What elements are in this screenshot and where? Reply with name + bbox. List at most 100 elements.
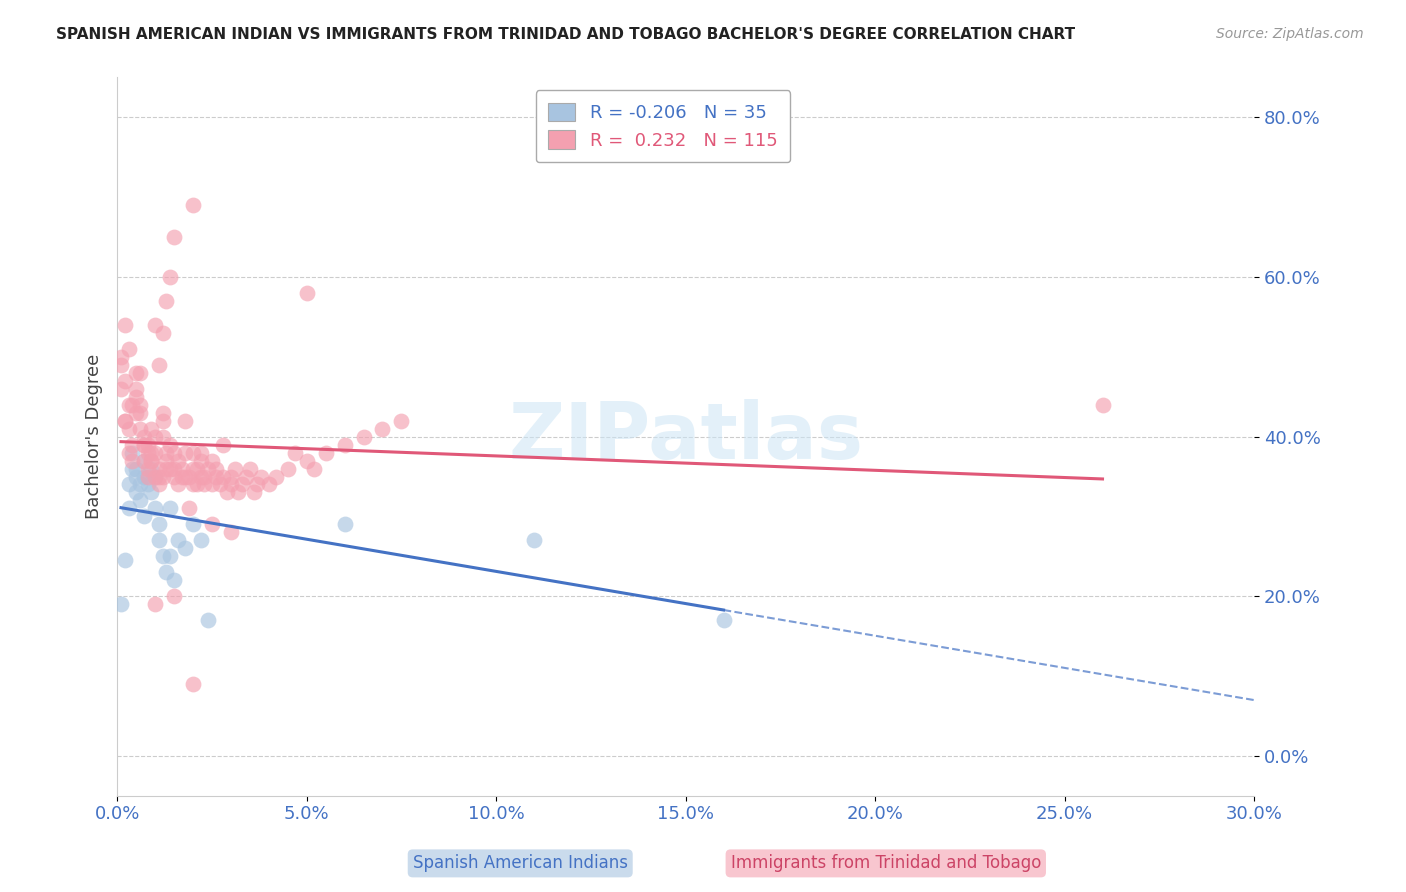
- Point: [246, 477, 269, 491]
- Point: [242, 485, 264, 500]
- Point: [204, 469, 226, 483]
- Point: [174, 414, 197, 428]
- Point: [110, 382, 132, 396]
- Point: [304, 461, 326, 475]
- Point: [212, 437, 235, 451]
- Point: [117, 501, 139, 516]
- Text: SPANISH AMERICAN INDIAN VS IMMIGRANTS FROM TRINIDAD AND TOBAGO BACHELOR'S DEGREE: SPANISH AMERICAN INDIAN VS IMMIGRANTS FR…: [56, 27, 1076, 42]
- Point: [174, 541, 197, 556]
- Point: [143, 501, 166, 516]
- Point: [155, 453, 177, 467]
- Point: [204, 461, 226, 475]
- Point: [155, 445, 177, 459]
- Point: [141, 445, 163, 459]
- Point: [219, 469, 242, 483]
- Point: [125, 406, 148, 420]
- Point: [121, 437, 143, 451]
- Point: [125, 469, 148, 483]
- Text: Source: ZipAtlas.com: Source: ZipAtlas.com: [1216, 27, 1364, 41]
- Point: [166, 533, 188, 548]
- Point: [224, 461, 246, 475]
- Point: [110, 350, 132, 364]
- Point: [136, 437, 159, 451]
- Point: [152, 429, 174, 443]
- Point: [152, 406, 174, 420]
- Point: [132, 437, 155, 451]
- Point: [132, 453, 155, 467]
- Point: [163, 574, 186, 588]
- Point: [353, 429, 375, 443]
- Point: [201, 477, 224, 491]
- Point: [152, 326, 174, 340]
- Point: [121, 461, 143, 475]
- Point: [181, 445, 204, 459]
- Point: [219, 525, 242, 540]
- Text: Immigrants from Trinidad and Tobago: Immigrants from Trinidad and Tobago: [731, 855, 1040, 872]
- Point: [186, 461, 208, 475]
- Point: [174, 469, 197, 483]
- Point: [141, 453, 163, 467]
- Point: [170, 469, 193, 483]
- Point: [129, 406, 152, 420]
- Point: [117, 445, 139, 459]
- Point: [257, 477, 280, 491]
- Point: [284, 445, 307, 459]
- Point: [125, 485, 148, 500]
- Point: [523, 533, 546, 548]
- Point: [219, 477, 242, 491]
- Point: [143, 597, 166, 611]
- Point: [371, 422, 394, 436]
- Point: [114, 414, 136, 428]
- Point: [333, 437, 356, 451]
- Point: [231, 477, 253, 491]
- Point: [152, 549, 174, 564]
- Point: [181, 198, 204, 212]
- Legend: R = -0.206   N = 35, R =  0.232   N = 115: R = -0.206 N = 35, R = 0.232 N = 115: [536, 90, 790, 162]
- Point: [1091, 398, 1114, 412]
- Point: [179, 469, 201, 483]
- Text: Spanish American Indians: Spanish American Indians: [413, 855, 627, 872]
- Point: [713, 613, 735, 627]
- Point: [212, 469, 235, 483]
- Point: [179, 501, 201, 516]
- Point: [132, 509, 155, 524]
- Point: [155, 566, 177, 580]
- Point: [125, 461, 148, 475]
- Point: [193, 477, 215, 491]
- Point: [110, 597, 132, 611]
- Point: [181, 461, 204, 475]
- Point: [148, 477, 170, 491]
- Point: [197, 461, 219, 475]
- Point: [193, 469, 215, 483]
- Point: [333, 517, 356, 532]
- Point: [143, 469, 166, 483]
- Point: [163, 469, 186, 483]
- Point: [125, 382, 148, 396]
- Point: [315, 445, 337, 459]
- Point: [141, 453, 163, 467]
- Point: [155, 293, 177, 308]
- Point: [208, 477, 231, 491]
- Point: [136, 445, 159, 459]
- Point: [148, 533, 170, 548]
- Point: [141, 461, 163, 475]
- Point: [277, 461, 299, 475]
- Point: [121, 398, 143, 412]
- Point: [295, 285, 318, 300]
- Point: [391, 414, 413, 428]
- Point: [136, 477, 159, 491]
- Point: [148, 358, 170, 372]
- Point: [148, 461, 170, 475]
- Point: [129, 477, 152, 491]
- Point: [166, 453, 188, 467]
- Point: [136, 469, 159, 483]
- Point: [170, 461, 193, 475]
- Point: [132, 437, 155, 451]
- Point: [117, 477, 139, 491]
- Point: [235, 469, 257, 483]
- Point: [186, 477, 208, 491]
- Point: [129, 398, 152, 412]
- Point: [143, 429, 166, 443]
- Point: [114, 553, 136, 567]
- Point: [228, 485, 250, 500]
